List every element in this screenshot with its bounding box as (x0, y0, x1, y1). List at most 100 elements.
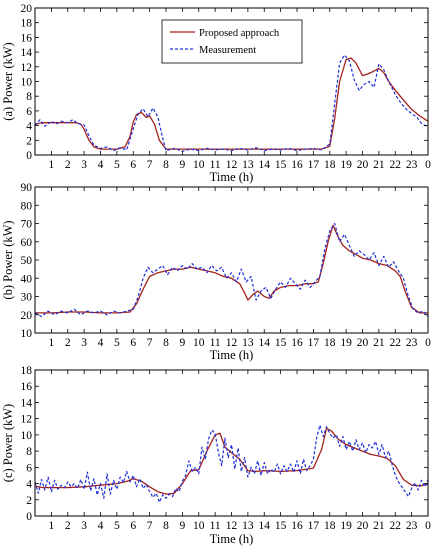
x-tick-label: 21 (373, 520, 385, 532)
y-tick-label: 18 (21, 365, 33, 377)
y-tick-label: 18 (21, 18, 33, 30)
x-axis-label: Time (h) (210, 348, 254, 362)
legend-label-measurement: Measurement (199, 45, 256, 56)
x-tick-label: 16 (291, 159, 303, 171)
y-tick-label: 14 (21, 397, 33, 409)
x-tick-label: 23 (406, 520, 418, 532)
x-tick-label: 13 (242, 520, 254, 532)
x-tick-label: 9 (180, 520, 186, 532)
y-tick-label: 50 (21, 255, 33, 267)
y-tick-label: 60 (21, 237, 33, 249)
y-axis-label: (a) Power (kW) (1, 42, 15, 120)
x-tick-label: 16 (291, 337, 303, 349)
x-tick-label: 8 (163, 520, 169, 532)
y-tick-label: 8 (26, 91, 32, 103)
series-line-proposed (35, 224, 428, 314)
x-tick-label: 16 (291, 520, 303, 532)
x-axis-label: Time (h) (210, 170, 254, 184)
x-tick-label: 5 (114, 159, 120, 171)
x-tick-label: 20 (357, 337, 369, 349)
y-tick-label: 4 (26, 479, 32, 491)
y-tick-label: 20 (21, 310, 33, 322)
y-tick-label: 10 (21, 328, 33, 340)
y-tick-label: 12 (21, 414, 33, 426)
x-tick-label: 3 (81, 337, 87, 349)
y-tick-label: 30 (21, 292, 33, 304)
x-tick-label: 6 (130, 520, 136, 532)
x-tick-label: 0 (425, 159, 431, 171)
y-tick-label: 90 (21, 182, 33, 194)
x-tick-label: 19 (340, 520, 352, 532)
x-tick-label: 4 (98, 159, 104, 171)
x-tick-label: 3 (81, 159, 87, 171)
legend-label-proposed: Proposed approach (199, 28, 280, 39)
y-tick-label: 70 (21, 219, 33, 231)
x-tick-label: 7 (147, 159, 153, 171)
x-tick-label: 21 (373, 337, 385, 349)
series-line-measurement (34, 54, 429, 152)
y-tick-label: 16 (21, 32, 33, 44)
y-tick-label: 2 (26, 495, 32, 507)
series-line-proposed (34, 427, 429, 495)
y-tick-label: 6 (26, 106, 32, 118)
x-tick-label: 14 (259, 159, 271, 171)
x-tick-label: 6 (130, 159, 136, 171)
x-tick-label: 1 (49, 159, 55, 171)
y-tick-label: 16 (21, 381, 33, 393)
x-tick-label: 17 (308, 159, 320, 171)
x-tick-label: 13 (242, 337, 254, 349)
y-tick-label: 6 (26, 462, 32, 474)
x-tick-label: 6 (130, 337, 136, 349)
y-tick-label: 12 (21, 62, 33, 74)
x-tick-label: 8 (163, 159, 169, 171)
y-tick-label: 40 (21, 273, 33, 285)
x-tick-label: 2 (65, 159, 71, 171)
x-tick-label: 14 (259, 520, 271, 532)
x-tick-label: 1 (49, 337, 55, 349)
x-tick-label: 5 (114, 520, 120, 532)
x-tick-label: 1 (49, 520, 55, 532)
y-tick-label: 2 (26, 135, 32, 147)
y-axis-label: (c) Power (kW) (1, 404, 15, 482)
x-tick-label: 2 (65, 520, 71, 532)
x-tick-label: 11 (210, 337, 221, 349)
x-tick-label: 9 (180, 159, 186, 171)
y-tick-label: 10 (21, 77, 33, 89)
x-tick-label: 19 (340, 337, 352, 349)
x-tick-label: 17 (308, 337, 320, 349)
x-tick-label: 12 (226, 159, 238, 171)
series-line-proposed (34, 57, 429, 150)
legend-box (161, 19, 303, 64)
x-tick-label: 9 (180, 337, 186, 349)
x-tick-label: 21 (373, 159, 385, 171)
series-line-measurement (34, 222, 429, 318)
x-tick-label: 11 (210, 520, 221, 532)
plot-frame (34, 369, 429, 517)
x-tick-label: 18 (324, 520, 336, 532)
x-tick-label: 12 (226, 337, 238, 349)
x-tick-label: 22 (390, 520, 402, 532)
x-tick-label: 18 (324, 159, 336, 171)
y-tick-label: 80 (21, 200, 33, 212)
y-tick-label: 20 (21, 3, 33, 15)
x-tick-label: 8 (163, 337, 169, 349)
y-tick-label: 8 (26, 446, 32, 458)
x-tick-label: 5 (114, 337, 120, 349)
x-tick-label: 15 (275, 337, 287, 349)
x-tick-label: 12 (226, 520, 238, 532)
x-tick-label: 7 (147, 520, 153, 532)
y-tick-label: 0 (26, 511, 32, 523)
x-tick-label: 22 (390, 159, 402, 171)
x-tick-label: 10 (193, 337, 205, 349)
x-tick-label: 15 (275, 159, 287, 171)
x-tick-label: 13 (242, 159, 254, 171)
y-tick-label: 14 (21, 47, 33, 59)
x-tick-label: 0 (425, 337, 431, 349)
x-tick-label: 10 (193, 520, 205, 532)
legend: Proposed approach Measurement (161, 19, 303, 64)
x-tick-label: 11 (210, 159, 221, 171)
x-tick-label: 23 (406, 159, 418, 171)
x-tick-label: 0 (425, 520, 431, 532)
